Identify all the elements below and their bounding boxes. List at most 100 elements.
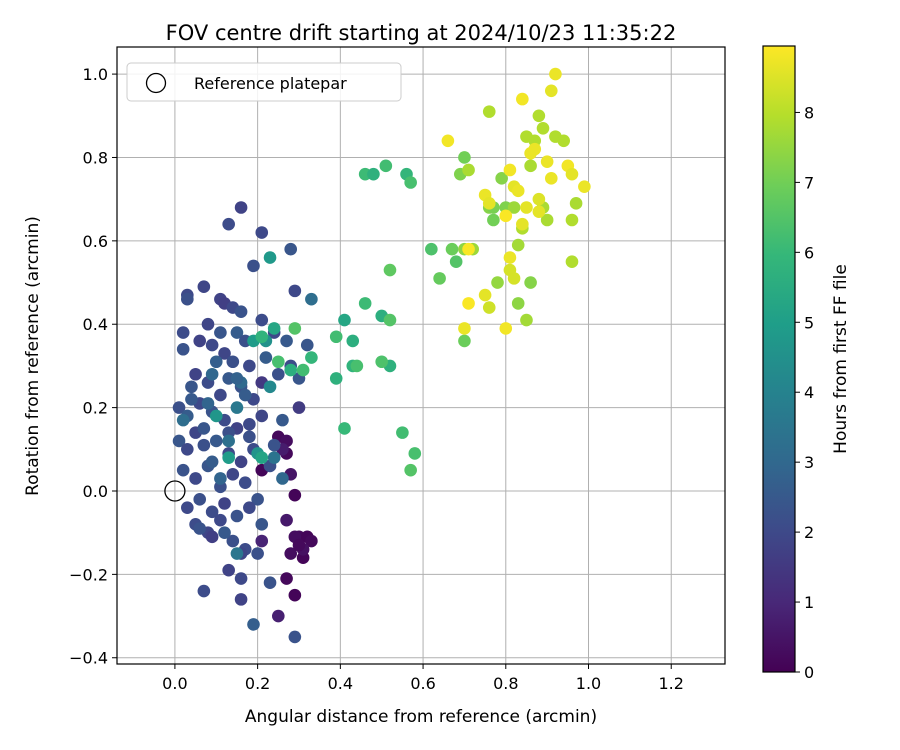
- data-point: [367, 167, 380, 181]
- data-point: [499, 209, 513, 223]
- data-point: [243, 430, 256, 444]
- data-point: [234, 305, 248, 319]
- data-point: [569, 197, 583, 210]
- data-point: [243, 359, 256, 373]
- data-point: [449, 255, 463, 268]
- data-point: [214, 388, 227, 402]
- data-point: [251, 547, 264, 560]
- data-point: [280, 572, 293, 585]
- data-point: [532, 205, 546, 218]
- data-point: [205, 530, 219, 544]
- x-tick-label: 0.0: [162, 674, 187, 693]
- data-point: [176, 326, 190, 339]
- data-point: [255, 226, 269, 239]
- y-tick-label: −0.4: [69, 649, 108, 668]
- colorbar-label: Hours from first FF file: [831, 264, 851, 454]
- data-point: [263, 251, 277, 264]
- data-point: [272, 367, 285, 381]
- data-point: [172, 434, 186, 448]
- colorbar-tick-label: 5: [804, 313, 814, 332]
- data-point: [383, 313, 397, 327]
- data-point: [296, 363, 310, 377]
- data-point: [214, 513, 227, 527]
- data-point: [181, 501, 194, 514]
- data-point: [247, 618, 260, 631]
- y-axis: −0.4 −0.2 0.0 0.2 0.4 0.6 0.8 1.0: [69, 65, 117, 668]
- data-point: [305, 351, 318, 364]
- data-point: [408, 447, 422, 460]
- data-point: [462, 242, 475, 256]
- data-point: [482, 301, 496, 314]
- data-point: [197, 422, 211, 435]
- data-point: [544, 172, 558, 185]
- data-point: [267, 451, 281, 464]
- data-point: [276, 472, 289, 485]
- data-point: [255, 330, 269, 344]
- data-point: [230, 509, 244, 523]
- data-point: [288, 284, 302, 298]
- colorbar-ticks: 0 1 2 3 4 5 6 7 8: [795, 103, 814, 682]
- data-point: [176, 413, 190, 427]
- data-point: [578, 180, 591, 193]
- data-point: [185, 380, 198, 394]
- data-point: [209, 355, 223, 369]
- y-tick-label: 0.4: [83, 315, 108, 334]
- data-point: [230, 372, 244, 385]
- data-point: [267, 322, 281, 335]
- data-point: [259, 351, 273, 364]
- data-point: [565, 255, 579, 268]
- data-point: [305, 292, 318, 306]
- data-point: [507, 201, 521, 214]
- data-point: [495, 172, 508, 185]
- y-tick-label: 0.8: [83, 148, 108, 167]
- data-point: [288, 630, 302, 644]
- data-point: [482, 105, 496, 118]
- data-point: [288, 322, 302, 335]
- data-point: [375, 355, 389, 369]
- data-point: [189, 367, 202, 381]
- data-point: [276, 413, 289, 427]
- data-point: [288, 588, 302, 602]
- data-point: [272, 609, 285, 623]
- data-point: [532, 109, 546, 123]
- data-point: [205, 338, 219, 352]
- data-point: [222, 451, 235, 464]
- data-point: [503, 163, 517, 177]
- data-point: [305, 534, 318, 548]
- data-point: [222, 563, 235, 577]
- data-point: [383, 263, 397, 277]
- data-point: [234, 572, 248, 585]
- colorbar-tick-label: 3: [804, 453, 814, 472]
- plot-frame: [116, 46, 726, 665]
- reference-marker-layer: [164, 480, 186, 502]
- data-point: [288, 488, 302, 502]
- data-point: [197, 280, 211, 294]
- data-point: [280, 513, 293, 527]
- data-point: [458, 322, 471, 335]
- data-point: [234, 455, 248, 469]
- data-point: [255, 451, 269, 464]
- y-axis-label: Rotation from reference (arcmin): [23, 216, 43, 496]
- data-point: [193, 522, 207, 535]
- data-point: [284, 363, 298, 377]
- data-point: [185, 392, 198, 406]
- data-point: [255, 518, 269, 531]
- colorbar-tick-label: 7: [804, 173, 814, 192]
- y-tick-label: 1.0: [83, 65, 108, 84]
- x-tick-label: 1.0: [576, 674, 601, 693]
- data-point: [193, 493, 207, 506]
- data-point: [528, 142, 542, 156]
- data-point: [540, 155, 554, 168]
- data-point: [511, 238, 525, 252]
- data-point: [222, 217, 235, 231]
- data-point: [189, 472, 202, 485]
- data-point: [176, 463, 190, 477]
- data-point: [516, 92, 529, 106]
- data-point: [197, 584, 211, 598]
- legend-box: [126, 62, 402, 102]
- data-point: [209, 409, 223, 423]
- data-point: [238, 476, 252, 489]
- data-point: [255, 409, 269, 423]
- x-tick-label: 1.2: [659, 674, 684, 693]
